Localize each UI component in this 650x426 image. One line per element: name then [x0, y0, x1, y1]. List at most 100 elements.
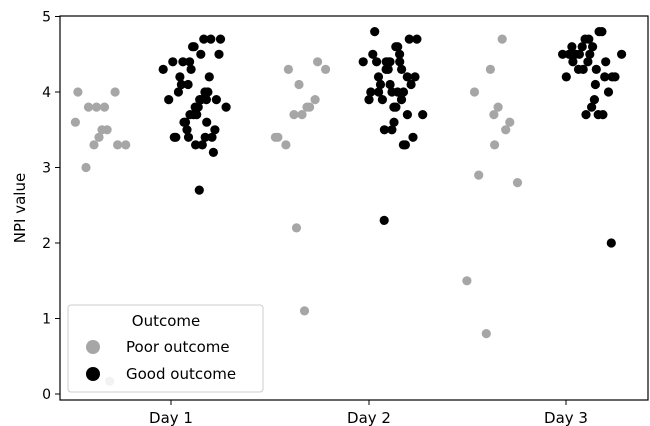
point-good-outcome [590, 79, 601, 90]
point-poor-outcome [297, 110, 307, 120]
axes-frame [59, 15, 649, 401]
x-tick-label: Day 2 [347, 409, 391, 426]
point-good-outcome [202, 117, 212, 127]
point-poor-outcome [462, 276, 472, 286]
point-good-outcome [385, 57, 395, 67]
point-poor-outcome [83, 102, 94, 112]
point-good-outcome [581, 110, 591, 120]
point-good-outcome [197, 140, 207, 150]
point-poor-outcome [512, 178, 523, 188]
point-good-outcome [418, 110, 428, 120]
y-tick-label: 2 [42, 236, 51, 252]
point-good-outcome [178, 57, 188, 67]
point-poor-outcome [113, 140, 123, 150]
point-good-outcome [396, 95, 407, 105]
legend: Outcome Poor outcome Good outcome [67, 304, 264, 393]
point-good-outcome [397, 64, 407, 74]
point-poor-outcome [91, 102, 102, 112]
point-good-outcome [175, 72, 185, 82]
point-poor-outcome [102, 125, 112, 135]
point-good-outcome [221, 102, 231, 112]
point-poor-outcome [485, 64, 495, 74]
point-good-outcome [215, 34, 226, 44]
point-good-outcome [370, 27, 380, 37]
point-good-outcome [600, 72, 610, 82]
point-poor-outcome [99, 102, 110, 112]
point-good-outcome [591, 64, 601, 74]
point-poor-outcome [313, 57, 323, 67]
legend-label-poor-outcome: Poor outcome [126, 338, 230, 356]
point-good-outcome [558, 49, 568, 59]
point-good-outcome [171, 132, 181, 142]
point-good-outcome [214, 49, 224, 59]
point-poor-outcome [481, 329, 491, 339]
point-good-outcome [377, 95, 387, 105]
point-poor-outcome [283, 64, 293, 74]
point-poor-outcome [73, 87, 83, 97]
point-good-outcome [561, 72, 571, 82]
point-good-outcome [387, 125, 397, 135]
point-good-outcome [578, 64, 588, 74]
point-poor-outcome [321, 64, 331, 74]
point-poor-outcome [291, 223, 302, 233]
point-poor-outcome [489, 110, 499, 120]
point-good-outcome [206, 34, 216, 44]
point-poor-outcome [469, 87, 480, 97]
point-poor-outcome [505, 117, 515, 127]
point-good-outcome [192, 110, 202, 120]
point-good-outcome [185, 57, 195, 67]
point-good-outcome [606, 238, 616, 248]
point-good-outcome [189, 42, 199, 52]
point-good-outcome [193, 102, 203, 112]
point-good-outcome [208, 147, 218, 157]
point-poor-outcome [490, 140, 500, 150]
point-poor-outcome [310, 95, 320, 105]
y-tick-label: 4 [42, 85, 51, 101]
point-good-outcome [395, 57, 405, 67]
point-good-outcome [402, 72, 412, 82]
point-good-outcome [587, 102, 597, 112]
point-poor-outcome [121, 140, 131, 150]
point-good-outcome [375, 79, 386, 90]
point-good-outcome [358, 57, 368, 67]
point-poor-outcome [294, 79, 304, 90]
point-good-outcome [598, 110, 608, 120]
point-good-outcome [373, 72, 384, 82]
point-good-outcome [391, 42, 401, 52]
point-good-outcome [564, 49, 574, 59]
point-good-outcome [158, 64, 168, 74]
point-good-outcome [200, 132, 210, 142]
point-good-outcome [574, 49, 585, 59]
point-good-outcome [601, 57, 611, 67]
point-good-outcome [381, 64, 391, 74]
point-good-outcome [402, 110, 412, 120]
point-good-outcome [410, 72, 420, 82]
point-poor-outcome [474, 170, 484, 180]
point-poor-outcome [289, 110, 299, 120]
legend-marker-poor-outcome [86, 340, 100, 354]
point-poor-outcome [501, 125, 511, 135]
point-good-outcome [567, 42, 577, 52]
point-good-outcome [393, 87, 403, 97]
point-poor-outcome [110, 87, 120, 97]
point-poor-outcome [493, 102, 503, 112]
point-good-outcome [372, 57, 382, 67]
legend-label-good-outcome: Good outcome [126, 365, 236, 383]
point-poor-outcome [273, 132, 283, 142]
point-good-outcome [408, 132, 418, 142]
point-good-outcome [199, 34, 209, 44]
point-good-outcome [182, 125, 192, 135]
point-poor-outcome [281, 140, 291, 150]
point-good-outcome [185, 110, 195, 120]
legend-box [67, 304, 264, 393]
point-good-outcome [196, 95, 206, 105]
point-poor-outcome [497, 34, 507, 44]
point-good-outcome [191, 140, 201, 150]
y-tick-label: 1 [42, 312, 51, 328]
point-good-outcome [617, 49, 627, 59]
point-poor-outcome [94, 132, 104, 142]
point-good-outcome [412, 34, 422, 44]
point-good-outcome [183, 79, 193, 90]
point-good-outcome [204, 72, 214, 82]
